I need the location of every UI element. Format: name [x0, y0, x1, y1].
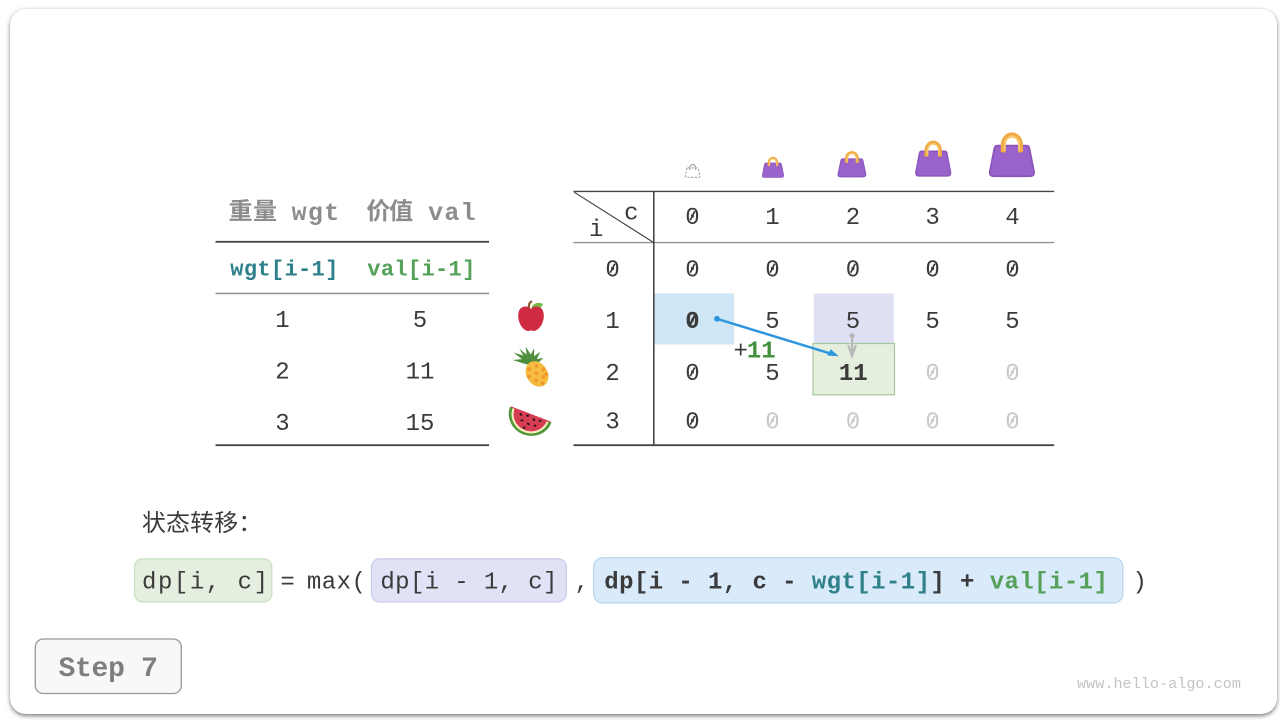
- svg-text:i: i: [589, 217, 603, 244]
- svg-text:0: 0: [925, 410, 939, 437]
- svg-text:0: 0: [1005, 361, 1019, 388]
- svg-text:max(: max(: [307, 570, 366, 597]
- svg-text:3: 3: [925, 205, 939, 232]
- svg-text:0: 0: [685, 361, 699, 388]
- svg-text:0: 0: [1005, 410, 1019, 437]
- svg-text:0: 0: [765, 258, 779, 285]
- svg-text:15: 15: [406, 411, 435, 438]
- svg-text:5: 5: [765, 309, 779, 336]
- svg-text:c: c: [624, 201, 638, 228]
- svg-text:11: 11: [839, 361, 868, 388]
- svg-text:dp[i - 1, c - wgt[i-1]] + val[: dp[i - 1, c - wgt[i-1]] + val[i-1]: [604, 570, 1108, 597]
- svg-text:+11: +11: [734, 339, 776, 366]
- svg-text:2: 2: [275, 360, 289, 387]
- svg-text:0: 0: [925, 258, 939, 285]
- svg-text:): ): [1132, 570, 1146, 597]
- svg-text:3: 3: [605, 410, 619, 437]
- svg-text:0: 0: [685, 205, 699, 232]
- svg-text:dp[i - 1, c]: dp[i - 1, c]: [380, 570, 557, 597]
- svg-text:4: 4: [1005, 205, 1019, 232]
- svg-text:5: 5: [1005, 309, 1019, 336]
- svg-text:11: 11: [406, 360, 435, 387]
- svg-text:5: 5: [413, 308, 427, 335]
- svg-text:1: 1: [765, 205, 779, 232]
- svg-text:0: 0: [685, 410, 699, 437]
- svg-text:val[i-1]: val[i-1]: [367, 258, 475, 283]
- svg-text:=: =: [280, 570, 294, 597]
- svg-text:dp[i, c]: dp[i, c]: [142, 570, 268, 597]
- svg-text:1: 1: [605, 309, 619, 336]
- svg-text:,: ,: [575, 570, 589, 597]
- svg-text:0: 0: [846, 258, 860, 285]
- svg-text:5: 5: [765, 361, 779, 388]
- svg-text:Step 7: Step 7: [58, 654, 158, 685]
- svg-text:5: 5: [846, 309, 860, 336]
- svg-text:2: 2: [605, 361, 619, 388]
- svg-text:wgt: wgt: [292, 199, 340, 228]
- svg-text:0: 0: [925, 361, 939, 388]
- svg-text:0: 0: [846, 410, 860, 437]
- svg-text:0: 0: [1005, 258, 1019, 285]
- svg-text:www.hello-algo.com: www.hello-algo.com: [1077, 675, 1241, 693]
- svg-text:0: 0: [765, 410, 779, 437]
- svg-text:3: 3: [275, 411, 289, 438]
- svg-text:1: 1: [275, 308, 289, 335]
- svg-text:2: 2: [846, 205, 860, 232]
- svg-text:wgt[i-1]: wgt[i-1]: [230, 258, 338, 283]
- svg-text:0: 0: [685, 258, 699, 285]
- svg-text:0: 0: [685, 309, 699, 336]
- svg-text:0: 0: [605, 258, 619, 285]
- svg-text:5: 5: [925, 309, 939, 336]
- svg-text:val: val: [428, 199, 476, 228]
